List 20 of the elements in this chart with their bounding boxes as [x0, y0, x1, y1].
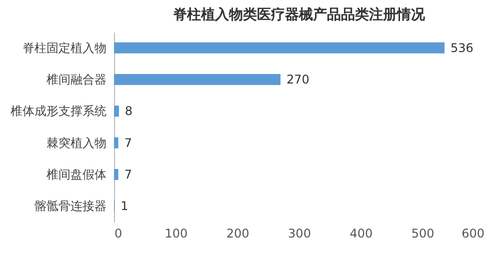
data-label: 8 [124, 104, 133, 118]
x-tick-label: 200 [226, 226, 250, 240]
data-label: 7 [124, 136, 132, 150]
data-label: 1 [120, 199, 128, 214]
y-tick-label: 椎体成形支撑系统 [10, 104, 106, 118]
x-tick-label: 400 [350, 226, 373, 240]
chart-title: 脊柱植入物类医疗器械产品品类注册情况 [173, 6, 426, 23]
y-tick-label: 椎间盘假体 [46, 168, 106, 182]
data-label: 7 [124, 168, 132, 182]
y-tick-label: 脊柱固定植入物 [22, 40, 106, 55]
x-tick-label: 300 [288, 226, 311, 240]
y-tick-label: 棘突植入物 [46, 136, 106, 150]
data-label: 536 [450, 40, 474, 55]
y-tick-label: 椎间融合器 [46, 72, 106, 86]
x-tick-label: 0 [114, 226, 122, 240]
x-tick-label: 500 [411, 226, 434, 240]
y-tick-label: 髂骶骨连接器 [34, 199, 106, 214]
x-tick-label: 600 [462, 226, 484, 240]
data-label: 270 [286, 72, 310, 86]
x-tick-label: 100 [164, 226, 188, 240]
